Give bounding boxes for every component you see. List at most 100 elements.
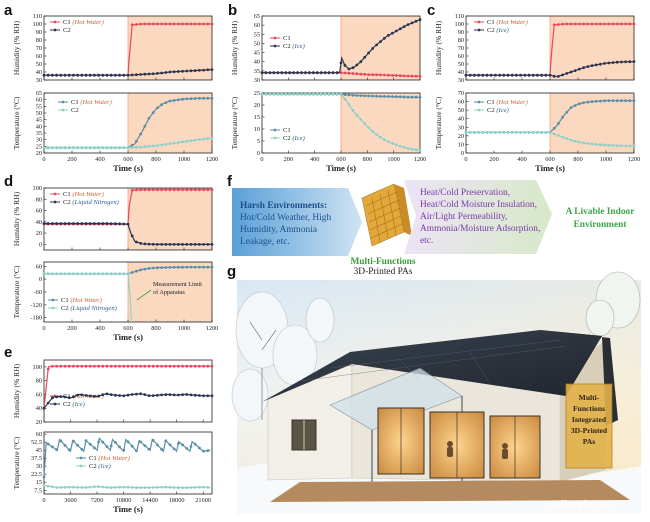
series-point-C1 (561, 22, 564, 26)
series-point-C2 (147, 486, 151, 489)
series-point-C2 (315, 71, 319, 75)
series-point-C1 (185, 265, 189, 269)
series-point-C2 (398, 144, 402, 148)
y-tick-label: 60 (36, 263, 42, 270)
series-point-C2 (72, 395, 75, 399)
x-tick-label: 800 (151, 156, 160, 163)
series-point-C2 (632, 60, 636, 63)
box-line-2: Functions (573, 404, 605, 413)
series-point-C1 (611, 22, 615, 26)
series-point-C2 (473, 73, 476, 77)
series-point-C1 (202, 265, 206, 269)
series-point-C2 (59, 146, 63, 150)
series-point-C2 (312, 92, 315, 96)
series-point-C1 (126, 364, 130, 368)
series-point-C2 (498, 131, 501, 134)
series-point-C1 (363, 94, 367, 98)
series-point-C2 (210, 394, 214, 398)
series-point-C2 (172, 393, 176, 397)
series-point-C2 (156, 393, 159, 397)
series-point-C1 (410, 95, 414, 99)
series-point-C2 (548, 131, 552, 134)
legend-label: C2 (Ice) (283, 43, 305, 50)
series-point-C1 (168, 99, 172, 103)
series-point-C2 (531, 73, 535, 77)
series-point-C2 (51, 146, 54, 150)
series-point-C2 (561, 135, 564, 139)
series-point-C1 (46, 442, 50, 446)
series-point-C2 (55, 486, 58, 489)
x-tick-label: 0 (42, 497, 45, 504)
y-tick-label: 0 (39, 276, 42, 283)
series-point-C2 (276, 71, 280, 75)
series-point-C2 (59, 486, 63, 489)
series-point-C2 (139, 241, 143, 245)
y-tick-label: 40 (36, 219, 42, 226)
shade-region (550, 16, 634, 80)
series-point-C2 (160, 71, 164, 75)
panel-label-f: f (227, 173, 233, 190)
series-point-C1 (143, 188, 147, 192)
series-point-C2 (101, 485, 105, 489)
x-tick-label: 1200 (206, 156, 219, 163)
series-point-C2 (536, 131, 539, 134)
series-point-C1 (143, 124, 147, 128)
harsh-line-2: Humidity, Ammonia (240, 225, 318, 235)
panel-g-house-illustration: Multi- Functions Integrated 3D-Printed P… (231, 271, 641, 514)
series-point-C2 (308, 71, 311, 75)
series-point-C2 (72, 485, 75, 489)
series-point-C1 (59, 439, 63, 443)
series-point-C1 (164, 266, 168, 269)
series-point-C2 (383, 138, 386, 142)
y-tick-label: 20 (36, 419, 42, 426)
series-point-C1 (67, 448, 71, 452)
series-point-C2 (515, 73, 518, 77)
series-point-C1 (101, 440, 105, 444)
series-point-C2 (582, 141, 585, 145)
y-tick-label: 20 (254, 102, 260, 109)
y-tick-label: 20 (36, 150, 42, 157)
legend-note: (Hot Water) (70, 297, 101, 304)
y-tick-label: 80 (36, 378, 42, 385)
function-line-5: etc. (420, 236, 433, 246)
series-point-C1 (135, 449, 138, 453)
y-tick-label: 50 (254, 40, 260, 47)
y-axis-title: Humidity (% RH) (434, 20, 443, 75)
series-point-C2 (206, 394, 210, 398)
series-point-C2 (464, 73, 468, 77)
series-point-C2 (327, 71, 331, 75)
x-tick-label: 200 (284, 156, 293, 163)
series-point-C2 (168, 243, 172, 246)
series-point-C2 (272, 71, 276, 75)
legend-label: C2 (71, 107, 79, 114)
series-point-C2 (565, 72, 569, 75)
series-point-C2 (156, 72, 159, 75)
series-point-C1 (414, 74, 418, 78)
series-point-C2 (485, 131, 489, 134)
y-tick-label: 110 (33, 13, 42, 20)
series-point-C2 (477, 131, 480, 134)
series-point-C2 (323, 92, 327, 96)
series-point-C2 (198, 243, 201, 246)
series-point-C2 (139, 73, 143, 76)
series-point-C1 (147, 22, 151, 26)
y-tick-label: 60 (36, 391, 42, 398)
legend-note: (Hot Water) (72, 19, 103, 26)
lattice-block-icon (361, 183, 412, 247)
y-tick-label: 50 (458, 107, 464, 114)
x-tick-label: 800 (363, 156, 372, 163)
series-point-C1 (118, 364, 121, 368)
series-point-C1 (418, 95, 422, 99)
series-point-C2 (143, 72, 147, 76)
series-point-C1 (160, 22, 164, 26)
series-point-C2 (172, 243, 176, 246)
shade-region (128, 188, 212, 250)
series-point-C2 (84, 146, 88, 150)
series-point-C1 (130, 23, 134, 27)
y-tick-label: 20 (36, 230, 42, 237)
series-point-C1 (590, 100, 594, 103)
series-point-C2 (632, 144, 636, 148)
series-point-C1 (628, 22, 632, 26)
legend-label: C1 (Hot Water) (63, 191, 104, 198)
